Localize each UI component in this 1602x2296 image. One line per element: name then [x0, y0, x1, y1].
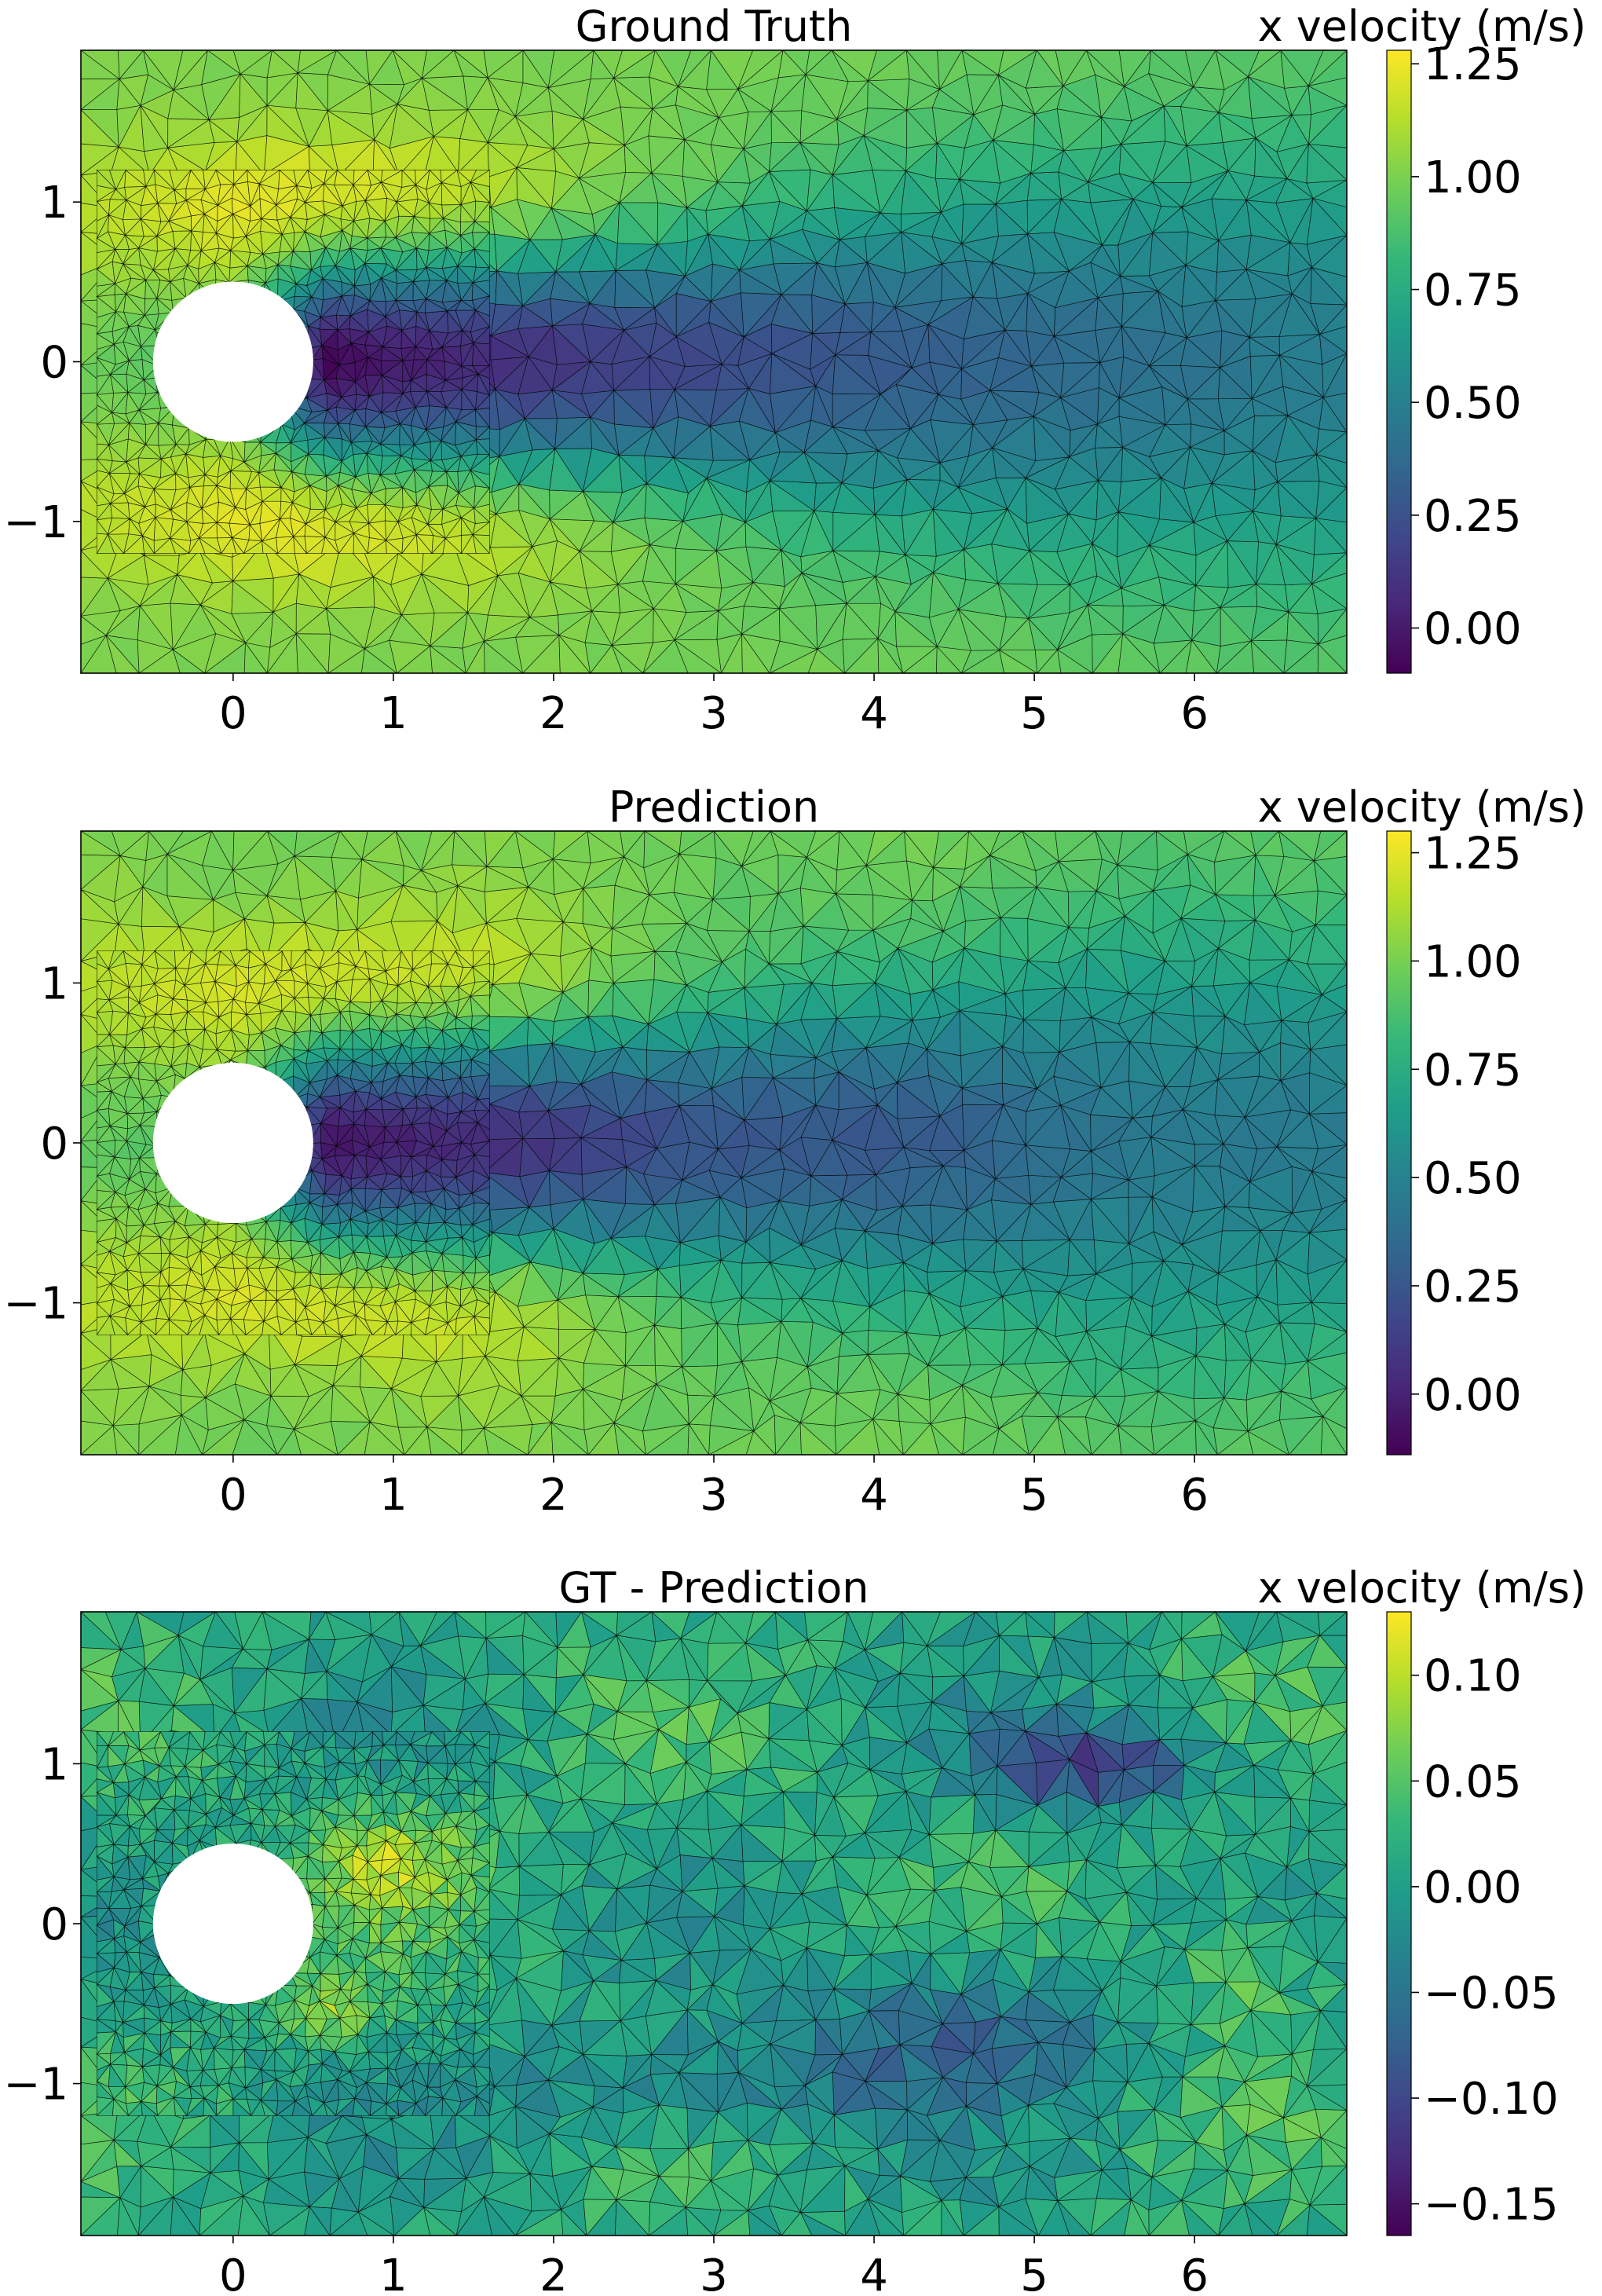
- x-tick-label: 6: [1180, 688, 1209, 739]
- y-tick-label: −1: [3, 497, 68, 548]
- mesh-triangle: [232, 50, 273, 75]
- chart-title: Ground Truth: [576, 2, 853, 51]
- mesh-triangle: [483, 50, 524, 79]
- mesh-triangle: [470, 170, 491, 183]
- mesh-triangle: [737, 50, 784, 90]
- mesh-triangle: [111, 831, 150, 857]
- mesh-triangle: [547, 50, 594, 89]
- mesh-triangle: [365, 50, 393, 86]
- mesh-triangle: [173, 50, 208, 90]
- x-tick-label: 3: [700, 688, 728, 739]
- mesh-triangle: [678, 831, 715, 855]
- mesh-triangle: [741, 831, 771, 866]
- x-tick-label: 4: [860, 688, 888, 739]
- mesh-triangle: [1118, 50, 1152, 87]
- mesh-triangle: [678, 50, 711, 87]
- mesh-triangle: [552, 831, 588, 860]
- mesh-triangle: [1247, 50, 1282, 77]
- mesh-triangle: [203, 170, 217, 190]
- mesh-triangle: [415, 170, 431, 186]
- panels: Ground Truth 0 1 2 3 4 5 6 1 0 −1 1.25 1.00 0.75 0.50 0…: [3, 2, 1586, 2296]
- colorbar-tick-label: 0.50: [1424, 378, 1522, 429]
- mesh-triangle: [1250, 831, 1279, 856]
- mesh-triangle: [865, 831, 905, 866]
- mesh-triangle: [1055, 50, 1087, 87]
- mesh-triangle: [293, 170, 309, 187]
- mesh-triangle: [932, 831, 970, 869]
- mesh-field: [81, 50, 1347, 673]
- mesh-triangle: [1185, 50, 1216, 88]
- mesh-triangle: [989, 831, 1023, 856]
- x-tick-label: 1: [379, 688, 408, 739]
- mesh-triangle: [233, 170, 248, 185]
- mesh-triangle: [867, 50, 907, 82]
- mesh-triangle: [294, 831, 341, 857]
- colorbar-tick-label: 0.00: [1424, 604, 1522, 655]
- mesh-triangle: [1117, 831, 1158, 866]
- x-tick-label: 5: [1020, 688, 1048, 739]
- mesh-triangle: [620, 831, 646, 858]
- x-tick-label: 0: [219, 688, 247, 739]
- mesh-triangle: [324, 170, 338, 185]
- mesh-triangle: [421, 831, 455, 871]
- mesh-triangle: [380, 170, 404, 183]
- mesh-triangle: [484, 831, 516, 868]
- mesh-triangle: [232, 831, 268, 871]
- mesh-triangle: [613, 50, 657, 79]
- colorbar-tick-label: 0.25: [1424, 491, 1522, 542]
- mesh-triangle: [143, 170, 155, 188]
- mesh-triangle: [361, 831, 397, 861]
- mesh-triangle: [353, 170, 369, 186]
- mesh-triangle: [297, 50, 338, 74]
- mesh-field: [81, 831, 1347, 1455]
- colorbar-tick-label: 0.75: [1424, 265, 1522, 317]
- mesh-triangle: [806, 831, 840, 859]
- y-tick-label: 1: [40, 178, 68, 229]
- cylinder-obstacle: [152, 281, 313, 442]
- mesh-triangle: [440, 170, 458, 184]
- mesh-triangle: [421, 50, 455, 79]
- mesh-triangle: [109, 170, 126, 190]
- mesh-triangle: [1183, 831, 1225, 855]
- mesh-triangle: [258, 170, 281, 185]
- mesh-triangle: [937, 50, 963, 90]
- colorbar-label: x velocity (m/s): [1258, 2, 1586, 51]
- mesh-triangle: [805, 50, 832, 75]
- mesh-triangle: [1308, 50, 1347, 86]
- mesh-triangle: [118, 50, 144, 80]
- mesh-triangle: [997, 50, 1037, 76]
- mesh-triangle: [1313, 831, 1347, 862]
- x-tick-label: 2: [539, 688, 568, 739]
- colorbar-tick-label: 1.00: [1424, 152, 1522, 203]
- mesh-triangle: [166, 831, 212, 855]
- mesh-triangle: [169, 170, 192, 191]
- y-tick-label: 0: [40, 338, 68, 389]
- mesh-triangle: [1055, 831, 1096, 862]
- chart-panel-1: Ground Truth 0 1 2 3 4 5 6 1 0 −1 1.25 1.00 0.75 0.50 0…: [3, 2, 1586, 739]
- colorbar: [1386, 49, 1412, 674]
- colorbar-tick-label: 1.25: [1424, 39, 1522, 90]
